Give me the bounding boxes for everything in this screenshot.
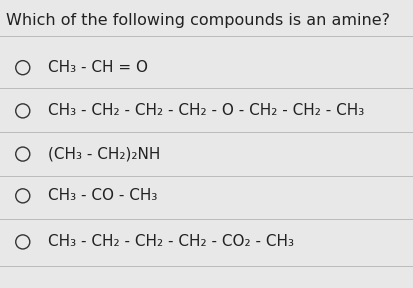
Text: CH₃ - CH₂ - CH₂ - CH₂ - CO₂ - CH₃: CH₃ - CH₂ - CH₂ - CH₂ - CO₂ - CH₃: [47, 234, 293, 249]
Text: CH₃ - CH = O: CH₃ - CH = O: [47, 60, 147, 75]
Text: (CH₃ - CH₂)₂NH: (CH₃ - CH₂)₂NH: [47, 147, 159, 162]
Text: CH₃ - CH₂ - CH₂ - CH₂ - O - CH₂ - CH₂ - CH₃: CH₃ - CH₂ - CH₂ - CH₂ - O - CH₂ - CH₂ - …: [47, 103, 363, 118]
Text: Which of the following compounds is an amine?: Which of the following compounds is an a…: [6, 13, 389, 28]
Text: CH₃ - CO - CH₃: CH₃ - CO - CH₃: [47, 188, 157, 203]
